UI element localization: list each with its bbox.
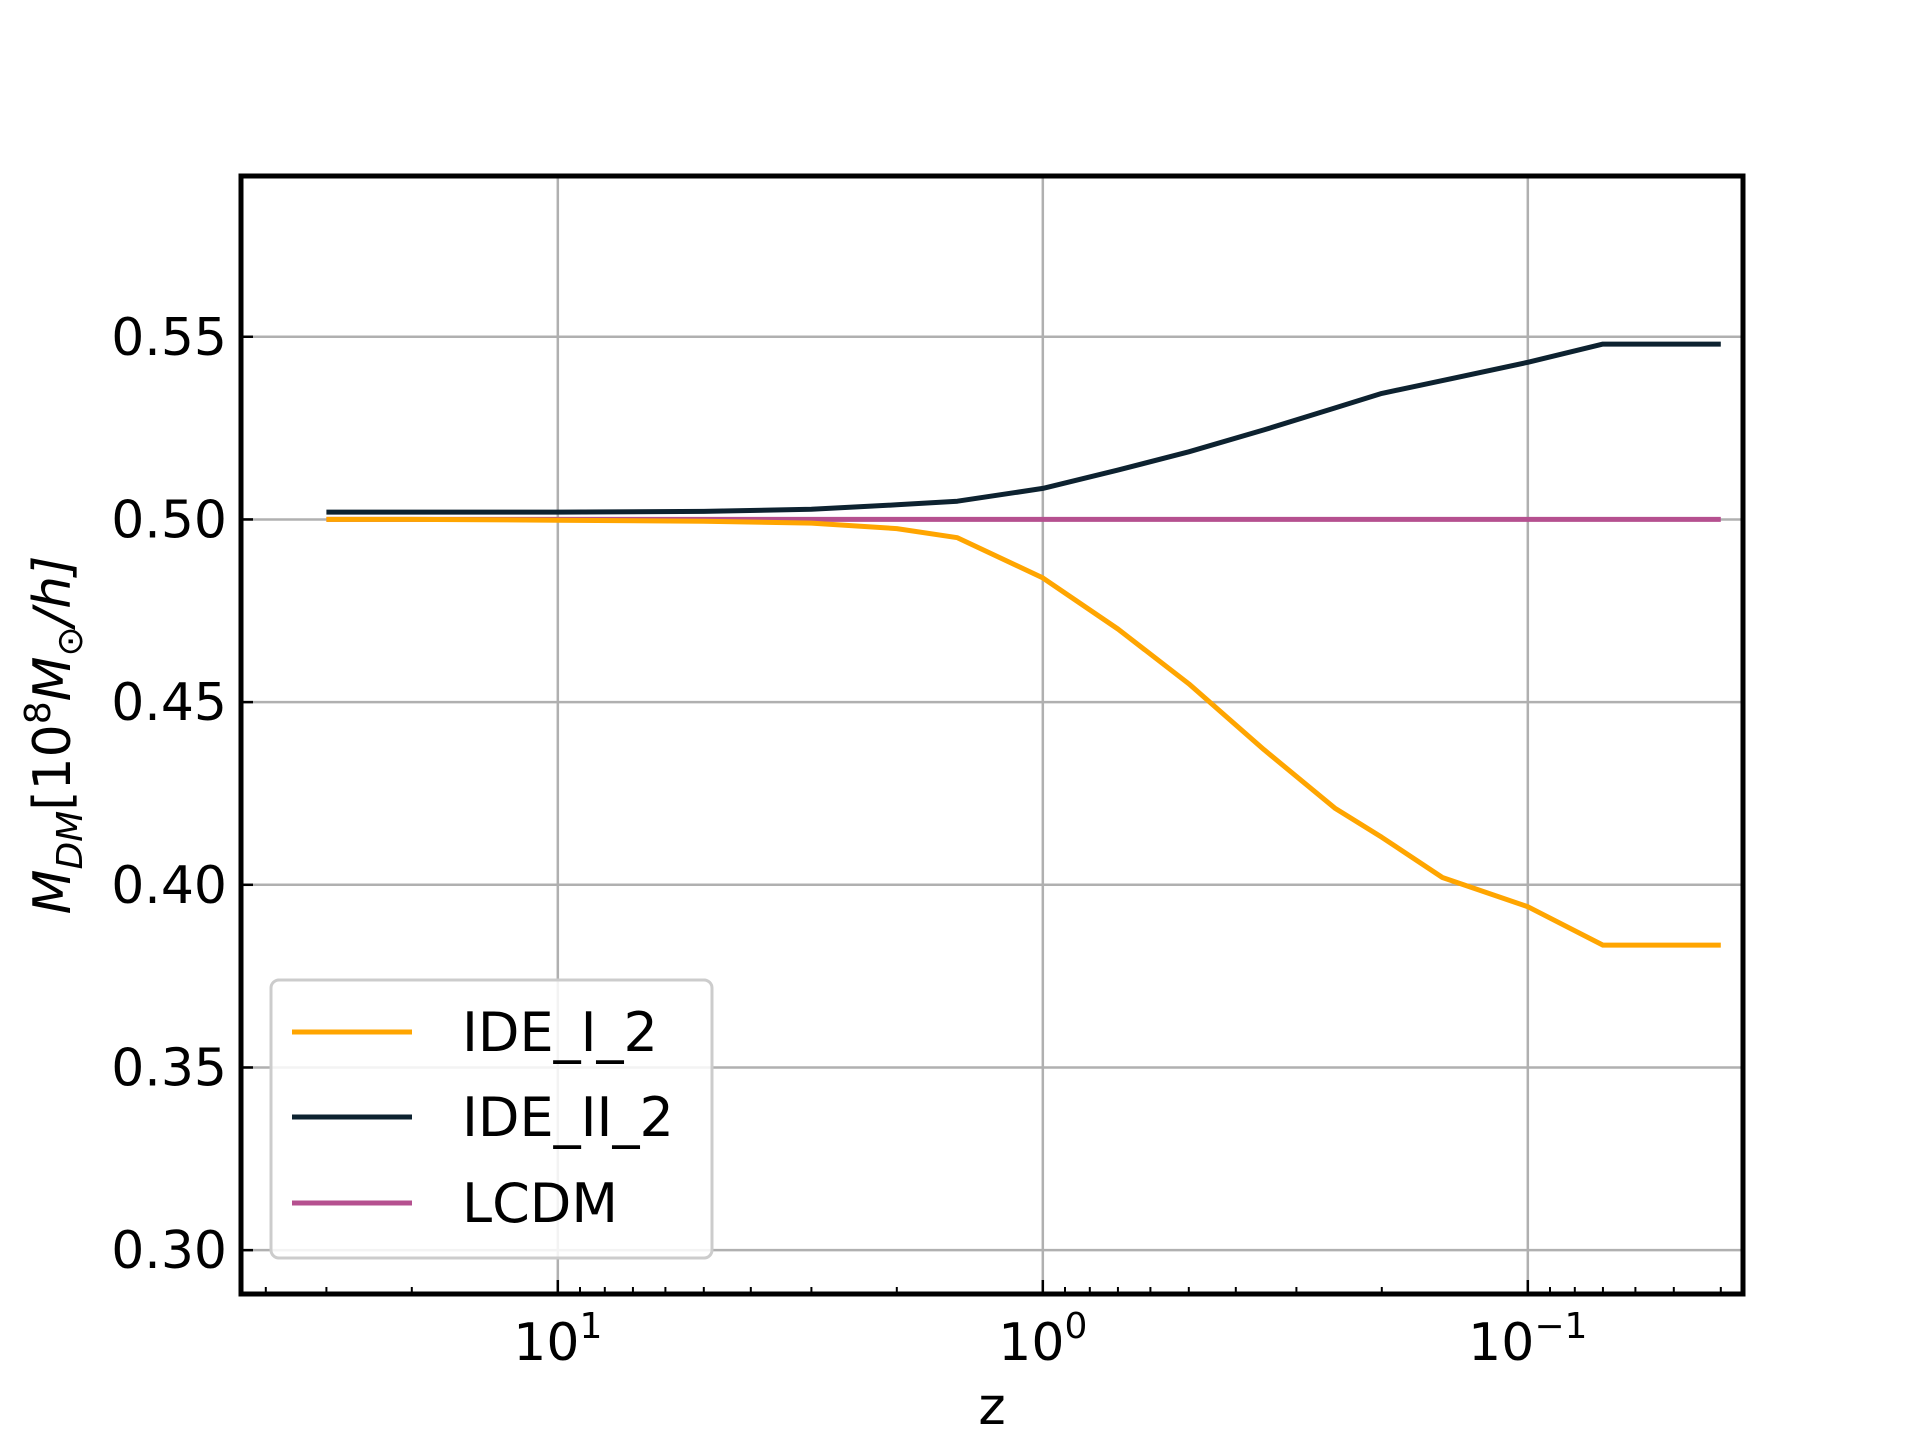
- series-line-ide-i-2: [326, 516, 1721, 948]
- plot-frame: [238, 173, 1746, 1297]
- x-axis-label: z: [978, 1377, 1005, 1437]
- y-tick-labels: 0.30 0.35 0.40 0.45 0.50 0.55: [111, 308, 227, 1281]
- legend-label: LCDM: [462, 1172, 618, 1235]
- y-tick-label: 0.30: [111, 1221, 227, 1281]
- series-lines: [326, 341, 1721, 948]
- y-tick-label: 0.45: [111, 673, 227, 733]
- y-axis-label: MDM[108M⊙/h]: [18, 556, 91, 915]
- x-tick-label: 101: [513, 1306, 602, 1373]
- x-tick-label: 10−1: [1468, 1306, 1587, 1373]
- series-line-ide-ii-2: [326, 341, 1721, 515]
- y-tick-label: 0.55: [111, 308, 227, 368]
- y-tick-label: 0.50: [111, 490, 227, 550]
- axis-ticks: [241, 335, 1722, 1294]
- legend-label: IDE_I_2: [462, 1001, 658, 1064]
- y-tick-label: 0.40: [111, 856, 227, 916]
- x-tick-label: 100: [998, 1306, 1087, 1373]
- x-tick-labels: 101 100 10−1: [513, 1306, 1587, 1373]
- legend: IDE_I_2 IDE_II_2 LCDM: [269, 978, 714, 1260]
- y-tick-label: 0.35: [111, 1038, 227, 1098]
- legend-label: IDE_II_2: [462, 1086, 674, 1149]
- legend-box: [269, 978, 714, 1260]
